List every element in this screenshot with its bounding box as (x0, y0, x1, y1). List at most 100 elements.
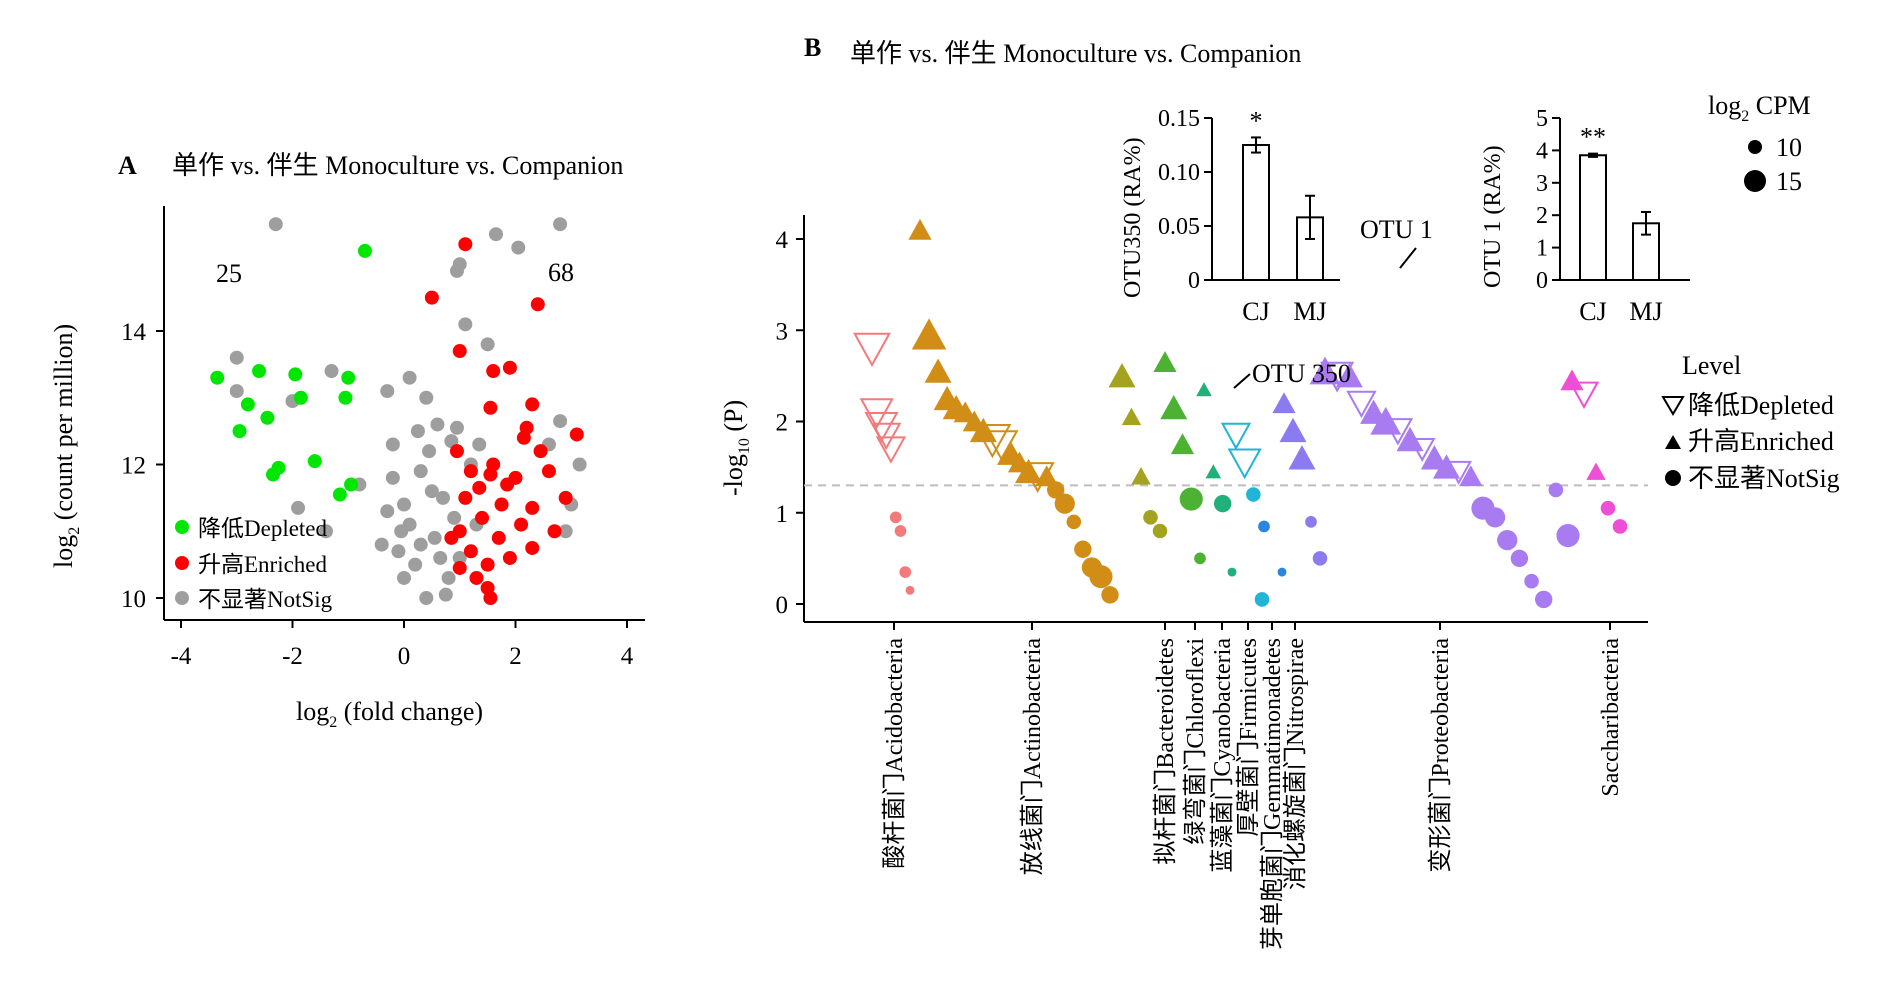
b-enriched-marker (969, 417, 997, 443)
legend-depleted-dot (175, 520, 189, 534)
a-point (449, 444, 464, 459)
otu350-leader-line (1233, 373, 1251, 389)
b-notsig-marker (1227, 567, 1237, 577)
a-point (380, 504, 395, 519)
b-notsig-marker (1066, 514, 1082, 530)
inset1-y-label: OTU350 (RA%) (1120, 137, 1146, 298)
a-point (483, 591, 498, 605)
b-notsig-marker (1612, 519, 1628, 534)
a-point (525, 500, 540, 515)
a-y-tick-label: 14 (121, 319, 147, 346)
b-enriched-marker (924, 358, 952, 383)
b-depleted-marker (1568, 381, 1600, 410)
panel-b-ticks: 0 1 2 3 4 (776, 227, 804, 619)
a-point (422, 444, 437, 459)
a-point (449, 263, 464, 278)
a-point (293, 390, 308, 405)
level-depleted-label: 降低Depleted (1688, 391, 1834, 420)
cpm-15-symbol (1744, 170, 1766, 192)
b-enriched-marker (1459, 465, 1483, 487)
inset-bar (1242, 144, 1270, 281)
phylum-label: 绿弯菌门Chloroflexi (1182, 638, 1209, 845)
a-point (530, 297, 545, 312)
a-point (433, 550, 448, 565)
inset1-bars: CJ MJ * (1242, 106, 1327, 326)
phylum-label: 拟杆菌门Bacteroidetes (1152, 638, 1179, 865)
legend-enriched-dot (175, 556, 189, 570)
a-point (449, 420, 464, 435)
legend-enriched-label: 升高Enriched (198, 552, 328, 577)
b-notsig-marker (1152, 523, 1168, 539)
inset-y-tick-label: 0.05 (1158, 214, 1200, 240)
phylum-label: 放线菌门Actinobacteria (1019, 638, 1046, 876)
b-enriched-marker (1108, 363, 1136, 388)
a-point (494, 497, 509, 512)
inset-y-tick-label: 2 (1536, 203, 1548, 229)
a-point (458, 490, 473, 505)
inset-category-label: CJ (1242, 297, 1269, 326)
panel-a: A 单作 vs. 伴生 Monoculture vs. Companion -4… (49, 151, 645, 731)
a-point (268, 217, 283, 232)
inset-category-label: MJ (1293, 297, 1326, 326)
a-point (480, 557, 495, 572)
a-point (419, 390, 434, 405)
a-point (408, 557, 423, 572)
b-notsig-marker (1510, 549, 1529, 568)
a-point (525, 540, 540, 555)
level-notsig-symbol (1665, 470, 1681, 486)
panel-b-y-label: -log10 (P) (719, 400, 753, 496)
level-enriched-label: 升高Enriched (1688, 427, 1834, 456)
inset-y-tick-label: 0.10 (1158, 160, 1200, 186)
b-depleted-marker (1408, 438, 1436, 462)
b-enriched-marker (1131, 467, 1151, 485)
a-point (413, 464, 428, 479)
b-enriched-marker (1420, 445, 1448, 470)
a-point (397, 497, 411, 512)
level-legend: Level 降低Depleted 升高Enriched 不显著NotSig (1661, 351, 1840, 493)
a-point (514, 517, 529, 532)
b-enriched-marker (1035, 465, 1059, 487)
b-enriched-marker (1153, 351, 1177, 373)
b-notsig-marker (1074, 540, 1092, 558)
a-point (288, 367, 303, 382)
b-depleted-marker (973, 424, 1012, 459)
panel-a-letter: A (118, 151, 137, 180)
panel-b-phylum-labels: 酸杆菌门Acidobacteria 放线菌门Actinobacteria 拟杆菌门B… (881, 622, 1624, 950)
a-point (491, 530, 506, 545)
a-point (385, 470, 400, 485)
a-point (458, 237, 473, 252)
a-point (511, 240, 526, 255)
panel-a-ticks: -4 -2 0 2 4 10 12 14 (121, 319, 634, 670)
b-enriched-marker (1121, 407, 1142, 426)
inset-otu1: 0 1 2 3 4 5 CJ MJ ** OTU 1 (RA%) (1480, 106, 1690, 326)
level-enriched-symbol (1665, 435, 1681, 449)
a-point (291, 500, 306, 515)
b-notsig-marker (1179, 487, 1203, 511)
a-point (232, 424, 247, 439)
a-point (558, 524, 573, 539)
a-point (541, 464, 556, 479)
phylum-label: 蓝藻菌门Cyanobacteria (1209, 638, 1236, 873)
phylum-label: 芽单胞菌门Gemmatimonadetes (1259, 638, 1286, 950)
b-notsig-marker (889, 511, 902, 524)
b-notsig-marker (1277, 567, 1287, 577)
inset-significance: * (1250, 106, 1263, 135)
panel-a-points (210, 217, 587, 605)
b-notsig-marker (1484, 507, 1506, 528)
b-enriched-marker (1205, 464, 1222, 479)
inset1-ticks: 0 0.05 0.10 0.15 (1158, 106, 1212, 294)
panel-b-letter: B (804, 33, 821, 62)
inset2-ticks: 0 1 2 3 4 5 (1536, 106, 1560, 294)
b-notsig-marker (899, 566, 912, 578)
panel-b-points (853, 218, 1628, 609)
b-enriched-marker (1170, 433, 1195, 455)
panel-b-title: 单作 vs. 伴生 Monoculture vs. Companion (850, 39, 1301, 68)
b-enriched-marker (911, 318, 947, 350)
a-point (385, 437, 400, 452)
inset-category-label: MJ (1629, 297, 1662, 326)
a-point (394, 524, 409, 539)
a-point (229, 384, 244, 399)
b-notsig-marker (1535, 590, 1553, 609)
a-point (572, 457, 587, 472)
a-x-tick-label: -4 (171, 643, 192, 670)
